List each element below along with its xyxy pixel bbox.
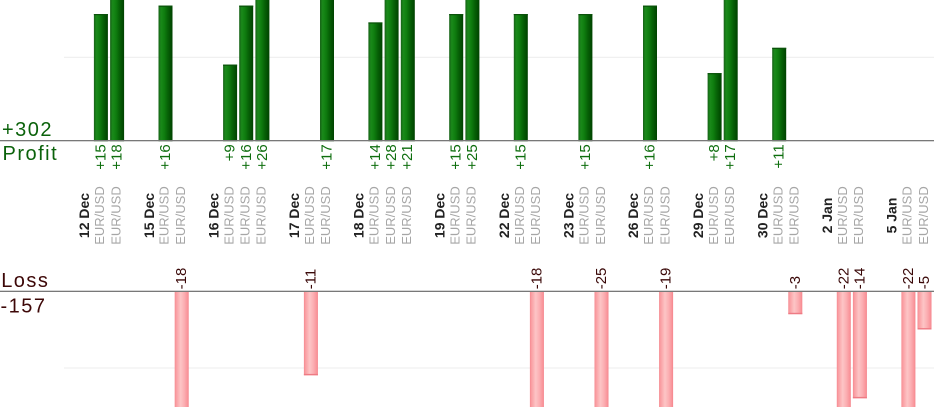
svg-text:-18: -18 <box>528 268 545 290</box>
svg-text:-157: -157 <box>1 295 47 317</box>
svg-text:2 Jan: 2 Jan <box>819 198 835 234</box>
svg-text:15 Dec: 15 Dec <box>141 193 157 238</box>
svg-text:EUR/USD: EUR/USD <box>577 186 592 245</box>
svg-text:-14: -14 <box>851 268 868 290</box>
svg-text:Profit: Profit <box>3 143 59 165</box>
svg-text:-22: -22 <box>900 268 917 290</box>
svg-text:EUR/USD: EUR/USD <box>221 186 236 245</box>
svg-text:+11: +11 <box>771 144 788 168</box>
svg-text:Loss: Loss <box>1 270 49 292</box>
svg-text:EUR/USD: EUR/USD <box>173 186 188 245</box>
svg-text:EUR/USD: EUR/USD <box>318 186 333 245</box>
svg-text:30 Dec: 30 Dec <box>754 193 770 238</box>
svg-text:EUR/USD: EUR/USD <box>706 186 721 245</box>
svg-text:-3: -3 <box>787 276 804 289</box>
svg-text:EUR/USD: EUR/USD <box>302 186 317 245</box>
svg-text:EUR/USD: EUR/USD <box>254 186 269 245</box>
svg-text:+17: +17 <box>319 144 336 169</box>
svg-text:EUR/USD: EUR/USD <box>722 186 737 245</box>
svg-text:-25: -25 <box>593 268 610 290</box>
svg-text:+9: +9 <box>222 144 239 161</box>
svg-text:+302: +302 <box>2 119 53 141</box>
svg-text:+16: +16 <box>157 144 174 169</box>
svg-text:26 Dec: 26 Dec <box>625 193 641 238</box>
svg-text:+17: +17 <box>722 144 739 169</box>
svg-text:19 Dec: 19 Dec <box>431 193 447 238</box>
svg-text:+18: +18 <box>109 144 126 169</box>
svg-text:22 Dec: 22 Dec <box>496 193 512 238</box>
svg-text:EUR/USD: EUR/USD <box>92 186 107 245</box>
svg-text:18 Dec: 18 Dec <box>351 193 367 238</box>
svg-text:EUR/USD: EUR/USD <box>464 186 479 245</box>
svg-text:EUR/USD: EUR/USD <box>512 186 527 245</box>
svg-text:+26: +26 <box>254 144 271 169</box>
svg-text:EUR/USD: EUR/USD <box>851 186 866 245</box>
svg-text:EUR/USD: EUR/USD <box>447 186 462 245</box>
svg-text:EUR/USD: EUR/USD <box>916 186 931 245</box>
svg-text:5 Jan: 5 Jan <box>884 198 900 234</box>
svg-text:16 Dec: 16 Dec <box>205 193 221 238</box>
svg-text:+16: +16 <box>238 144 255 169</box>
svg-text:+16: +16 <box>642 144 659 169</box>
svg-text:+15: +15 <box>577 144 594 169</box>
svg-text:-5: -5 <box>916 276 933 289</box>
svg-text:EUR/USD: EUR/USD <box>108 186 123 245</box>
svg-text:+15: +15 <box>448 144 465 169</box>
svg-text:+15: +15 <box>92 144 109 169</box>
svg-text:29 Dec: 29 Dec <box>690 193 706 238</box>
svg-text:EUR/USD: EUR/USD <box>399 186 414 245</box>
svg-text:-19: -19 <box>658 268 675 290</box>
svg-text:EUR/USD: EUR/USD <box>770 186 785 245</box>
svg-text:EUR/USD: EUR/USD <box>237 186 252 245</box>
svg-text:EUR/USD: EUR/USD <box>787 186 802 245</box>
svg-text:+15: +15 <box>512 144 529 169</box>
svg-text:+14: +14 <box>367 144 384 169</box>
svg-text:EUR/USD: EUR/USD <box>900 186 915 245</box>
svg-text:EUR/USD: EUR/USD <box>835 186 850 245</box>
svg-text:EUR/USD: EUR/USD <box>367 186 382 245</box>
svg-text:EUR/USD: EUR/USD <box>157 186 172 245</box>
svg-text:12 Dec: 12 Dec <box>76 193 92 238</box>
svg-text:EUR/USD: EUR/USD <box>593 186 608 245</box>
svg-text:EUR/USD: EUR/USD <box>528 186 543 245</box>
svg-text:+25: +25 <box>464 144 481 169</box>
svg-text:23 Dec: 23 Dec <box>561 193 577 238</box>
svg-text:+21: +21 <box>399 144 416 169</box>
svg-text:-22: -22 <box>835 268 852 290</box>
svg-text:EUR/USD: EUR/USD <box>383 186 398 245</box>
svg-text:+8: +8 <box>706 144 723 161</box>
svg-text:-11: -11 <box>302 269 319 290</box>
svg-text:-18: -18 <box>173 268 190 290</box>
svg-text:EUR/USD: EUR/USD <box>657 186 672 245</box>
svg-text:+28: +28 <box>383 144 400 169</box>
svg-text:EUR/USD: EUR/USD <box>641 186 656 245</box>
svg-text:17 Dec: 17 Dec <box>286 193 302 238</box>
